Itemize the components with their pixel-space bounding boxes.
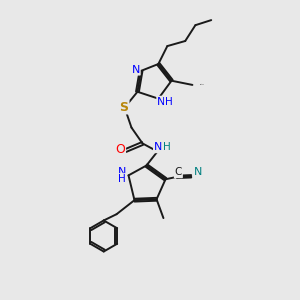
Text: N: N bbox=[131, 65, 140, 75]
Text: N: N bbox=[154, 142, 162, 152]
Text: H: H bbox=[118, 174, 126, 184]
Text: S: S bbox=[119, 100, 128, 113]
Text: N: N bbox=[194, 167, 202, 177]
Text: N: N bbox=[118, 167, 126, 177]
Text: methyl: methyl bbox=[200, 84, 204, 85]
Text: C: C bbox=[175, 167, 182, 177]
Text: N: N bbox=[157, 97, 166, 106]
Text: O: O bbox=[115, 142, 125, 156]
Text: H: H bbox=[165, 97, 173, 106]
Text: H: H bbox=[163, 142, 170, 152]
